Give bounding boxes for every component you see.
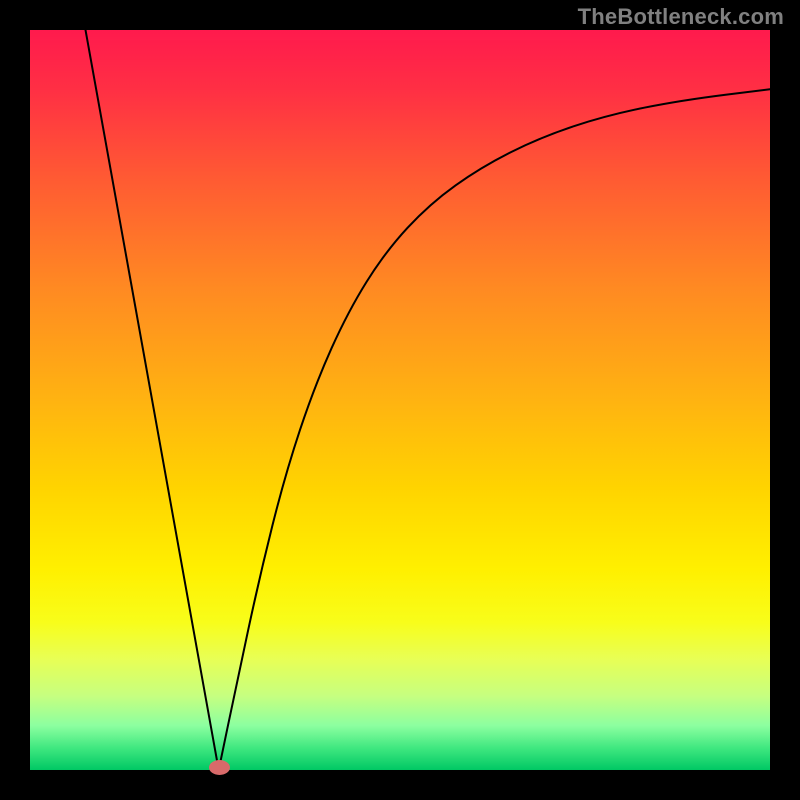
- gradient-background: [30, 30, 770, 770]
- plot-svg: [30, 30, 770, 770]
- plot-area: [30, 30, 770, 770]
- chart-outer: TheBottleneck.com: [0, 0, 800, 800]
- watermark-text: TheBottleneck.com: [578, 4, 784, 30]
- minimum-marker: [209, 760, 230, 775]
